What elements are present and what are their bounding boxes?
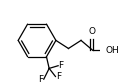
Text: F: F [38, 75, 43, 84]
Text: O: O [88, 27, 95, 36]
Text: F: F [58, 61, 64, 70]
Text: OH: OH [106, 46, 120, 55]
Text: F: F [56, 72, 61, 81]
